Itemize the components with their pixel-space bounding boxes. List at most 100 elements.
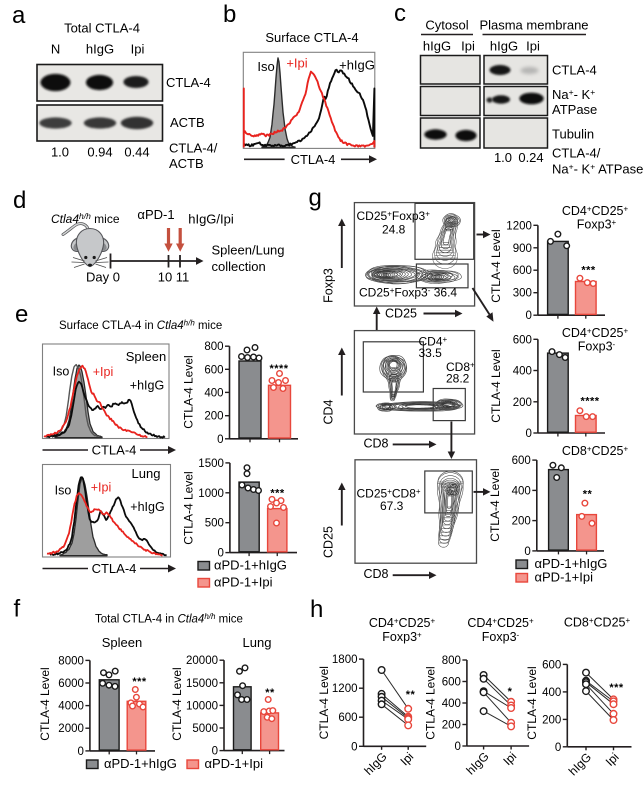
- svg-text:CTLA-4 Level: CTLA-4 Level: [489, 229, 503, 302]
- svg-text:g: g: [309, 185, 322, 212]
- svg-text:c: c: [394, 0, 406, 27]
- svg-text:1500: 1500: [198, 458, 224, 470]
- svg-text:400: 400: [542, 687, 561, 699]
- svg-text:1.0: 1.0: [51, 145, 69, 160]
- svg-text:10: 10: [158, 270, 172, 285]
- svg-text:Ipi: Ipi: [461, 39, 475, 54]
- svg-text:Ipi: Ipi: [131, 42, 145, 57]
- svg-text:CD8+: CD8+: [446, 360, 475, 374]
- svg-text:800: 800: [204, 341, 223, 353]
- svg-text:600: 600: [442, 677, 461, 689]
- svg-text:CD25+Foxp3- 36.4: CD25+Foxp3- 36.4: [359, 285, 457, 299]
- svg-text:CTLA-4 Level: CTLA-4 Level: [38, 667, 52, 740]
- svg-text:Day 0: Day 0: [86, 270, 120, 285]
- svg-text:Lung: Lung: [243, 635, 272, 650]
- svg-text:+Ipi: +Ipi: [93, 365, 114, 379]
- svg-text:f: f: [14, 596, 21, 623]
- svg-text:Cytosol: Cytosol: [425, 18, 468, 33]
- svg-text:800: 800: [442, 655, 461, 667]
- svg-text:collection: collection: [212, 259, 266, 274]
- svg-text:d: d: [13, 187, 26, 214]
- svg-text:67.3: 67.3: [380, 499, 404, 513]
- svg-text:900: 900: [513, 243, 532, 255]
- svg-text:Tubulin: Tubulin: [552, 127, 594, 142]
- svg-text:****: ****: [269, 363, 288, 375]
- svg-text:αPD-1+hIgG: αPD-1+hIgG: [104, 756, 177, 771]
- svg-text:CTLA-4 Level: CTLA-4 Level: [489, 349, 503, 422]
- svg-text:0: 0: [217, 434, 223, 446]
- svg-text:ACTB: ACTB: [169, 156, 204, 171]
- svg-text:hIgG: hIgG: [423, 39, 451, 54]
- svg-text:CD4+CD25+: CD4+CD25+: [467, 616, 534, 630]
- svg-text:**: **: [406, 689, 416, 701]
- svg-text:CTLA-4: CTLA-4: [166, 75, 211, 90]
- svg-text:200: 200: [542, 714, 561, 726]
- svg-text:600: 600: [513, 265, 532, 277]
- svg-text:Foxp3+: Foxp3+: [382, 630, 422, 644]
- svg-text:1800: 1800: [332, 654, 358, 666]
- svg-text:0: 0: [524, 546, 530, 558]
- svg-text:*: *: [508, 686, 513, 698]
- svg-text:6000: 6000: [58, 678, 84, 690]
- svg-text:400: 400: [442, 698, 461, 710]
- svg-text:αPD-1: αPD-1: [137, 207, 174, 222]
- svg-text:ATPase: ATPase: [552, 102, 597, 117]
- svg-text:***: ***: [609, 682, 624, 694]
- svg-text:0: 0: [351, 741, 357, 753]
- svg-text:+Ipi: +Ipi: [286, 56, 307, 71]
- svg-text:Ctla4h/h mice: Ctla4h/h mice: [51, 211, 120, 226]
- svg-text:1.0: 1.0: [494, 150, 512, 165]
- svg-text:200: 200: [512, 516, 531, 528]
- svg-text:h: h: [310, 596, 323, 623]
- svg-text:Foxp3-: Foxp3-: [578, 340, 616, 354]
- svg-text:0: 0: [555, 742, 561, 754]
- svg-text:CTLA-4 Level: CTLA-4 Level: [182, 471, 196, 544]
- svg-text:600: 600: [542, 659, 561, 671]
- svg-text:20000: 20000: [186, 655, 218, 667]
- svg-text:200: 200: [442, 720, 461, 732]
- svg-text:CD8+CD25+: CD8+CD25+: [562, 444, 629, 458]
- svg-text:N: N: [51, 42, 60, 57]
- svg-text:Lung: Lung: [132, 466, 161, 481]
- svg-text:1200: 1200: [332, 683, 358, 695]
- svg-text:hIgG/Ipi: hIgG/Ipi: [188, 212, 234, 227]
- svg-text:Foxp3: Foxp3: [322, 268, 336, 303]
- svg-text:CTLA-4 Level: CTLA-4 Level: [317, 666, 331, 739]
- svg-text:***: ***: [270, 488, 285, 500]
- svg-text:11: 11: [176, 270, 190, 285]
- svg-text:CTLA-4 Level: CTLA-4 Level: [525, 666, 539, 739]
- svg-text:28.2: 28.2: [446, 372, 470, 386]
- svg-text:***: ***: [581, 265, 596, 277]
- svg-text:αPD-1+Ipi: αPD-1+Ipi: [205, 756, 264, 771]
- svg-text:αPD-1+Ipi: αPD-1+Ipi: [535, 570, 594, 585]
- svg-text:ACTB: ACTB: [170, 115, 205, 130]
- svg-text:CD4+CD25+: CD4+CD25+: [369, 616, 436, 630]
- svg-text:CD25+CD8+: CD25+CD8+: [357, 487, 421, 501]
- svg-text:**: **: [265, 687, 275, 699]
- svg-text:CD8: CD8: [363, 437, 388, 451]
- svg-text:Ipi: Ipi: [526, 39, 540, 54]
- svg-text:0: 0: [212, 746, 218, 758]
- svg-text:0.94: 0.94: [87, 145, 112, 160]
- svg-text:0: 0: [525, 428, 531, 440]
- svg-text:Total CTLA-4 in Ctla4h/h mice: Total CTLA-4 in Ctla4h/h mice: [95, 612, 243, 626]
- svg-text:Na+- K+ ATPase: Na+- K+ ATPase: [552, 162, 643, 177]
- svg-text:CTLA-4/: CTLA-4/: [552, 146, 601, 161]
- svg-text:hIgG: hIgG: [86, 42, 114, 57]
- svg-text:Spleen: Spleen: [126, 349, 166, 364]
- svg-text:0: 0: [77, 746, 83, 758]
- svg-text:1000: 1000: [198, 488, 224, 500]
- svg-text:Surface CTLA-4 in Ctla4h/h mic: Surface CTLA-4 in Ctla4h/h mice: [59, 319, 222, 333]
- svg-text:1200: 1200: [506, 220, 532, 232]
- svg-text:300: 300: [513, 288, 532, 300]
- svg-text:0: 0: [217, 548, 223, 560]
- svg-text:Foxp3+: Foxp3+: [577, 218, 617, 232]
- svg-text:10000: 10000: [186, 700, 218, 712]
- svg-text:CTLA-4: CTLA-4: [291, 152, 336, 167]
- svg-text:hIgG: hIgG: [490, 39, 518, 54]
- svg-text:+hIgG: +hIgG: [130, 500, 164, 514]
- svg-text:αPD-1+hIgG: αPD-1+hIgG: [214, 558, 287, 573]
- svg-text:400: 400: [513, 366, 532, 378]
- svg-text:0.44: 0.44: [124, 145, 149, 160]
- svg-text:CTLA-4: CTLA-4: [92, 443, 137, 458]
